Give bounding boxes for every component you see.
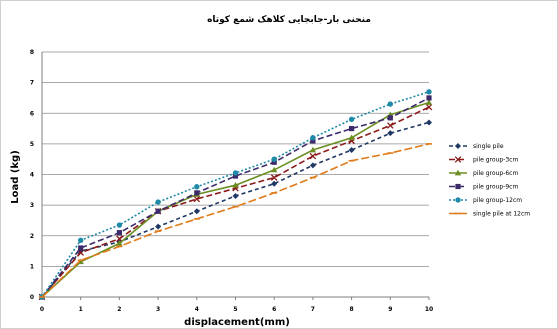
- data-point: [271, 180, 278, 187]
- chart-title: منحنی بار-جابجایی کلاهک شمع کوتاه: [207, 15, 371, 25]
- data-point: [155, 199, 161, 205]
- data-point: [271, 156, 277, 162]
- data-point: [194, 184, 200, 190]
- data-point: [309, 152, 317, 160]
- legend-label: single pile: [473, 143, 504, 150]
- data-point: [309, 162, 316, 169]
- data-point: [194, 190, 200, 196]
- series-line: [41, 106, 430, 298]
- data-point: [425, 103, 433, 111]
- x-tick-label: 3: [156, 306, 160, 313]
- data-point: [426, 95, 432, 101]
- data-point: [426, 89, 432, 95]
- data-point: [232, 170, 239, 176]
- data-point: [348, 134, 355, 141]
- data-point: [387, 130, 394, 137]
- series-line: [41, 97, 430, 298]
- y-tick-label: 6: [30, 110, 34, 117]
- data-point: [193, 208, 200, 215]
- data-point: [454, 156, 462, 163]
- data-point: [387, 122, 394, 129]
- data-point: [271, 159, 277, 165]
- y-tick-label: 4: [30, 172, 34, 179]
- data-point: [116, 235, 123, 243]
- series-group: [38, 89, 433, 301]
- data-point: [455, 183, 461, 190]
- axes: 0 1 2 3 4 5 6 7 8 0 1 2 3 4 5 6 7 8 9 10: [30, 49, 433, 313]
- x-tick-label: 6: [272, 306, 276, 313]
- legend-label: pile group-12cm: [473, 197, 522, 204]
- y-tick-label: 8: [30, 49, 34, 56]
- data-point: [426, 119, 432, 126]
- legend-label: pile group-3cm: [473, 157, 518, 164]
- legend-label: single pile at 12cm: [473, 211, 530, 218]
- data-point: [270, 174, 278, 181]
- data-point: [116, 240, 123, 246]
- y-tick-label: 1: [30, 263, 34, 270]
- data-point: [425, 99, 433, 105]
- series-line: [41, 143, 430, 298]
- data-point: [349, 125, 355, 132]
- x-tick-label: 5: [233, 306, 237, 313]
- x-axis-label: displacement(mm): [184, 317, 290, 328]
- series-line: [41, 121, 430, 298]
- data-point: [387, 101, 393, 107]
- data-point: [271, 166, 278, 173]
- y-tick-label: 0: [30, 294, 34, 301]
- data-point: [232, 173, 239, 179]
- data-point: [155, 208, 161, 214]
- data-point: [155, 223, 162, 230]
- data-point: [78, 237, 84, 244]
- x-tick-label: 4: [195, 306, 199, 313]
- y-axis-label: Load (kg): [10, 150, 21, 204]
- y-tick-label: 3: [30, 202, 34, 209]
- x-tick-label: 10: [425, 306, 433, 313]
- data-point: [387, 115, 393, 121]
- data-point: [232, 182, 239, 188]
- legend: single pile pile group-3cm pile group-6cm p…: [449, 143, 530, 218]
- x-tick-label: 2: [117, 306, 121, 313]
- data-point: [348, 147, 355, 153]
- data-point: [232, 192, 239, 199]
- y-tick-label: 7: [30, 80, 34, 87]
- y-tick-label: 5: [30, 141, 34, 148]
- data-point: [455, 197, 461, 203]
- x-tick-label: 1: [79, 306, 83, 313]
- y-tick-label: 2: [30, 233, 34, 240]
- data-point: [116, 222, 123, 228]
- series-line: [41, 101, 430, 298]
- x-tick-label: 8: [350, 306, 354, 313]
- x-tick-label: 7: [311, 306, 315, 313]
- data-point: [116, 230, 122, 236]
- data-point: [310, 138, 316, 144]
- data-point: [454, 169, 462, 176]
- data-point: [348, 116, 355, 123]
- legend-label: pile group-6cm: [473, 170, 518, 177]
- data-point: [310, 135, 316, 141]
- data-point: [309, 146, 317, 153]
- data-point: [193, 195, 201, 203]
- x-tick-label: 0: [40, 306, 44, 313]
- data-point: [455, 143, 461, 149]
- data-point: [78, 245, 84, 251]
- legend-label: pile group-9cm: [473, 184, 518, 191]
- x-tick-label: 9: [388, 306, 392, 313]
